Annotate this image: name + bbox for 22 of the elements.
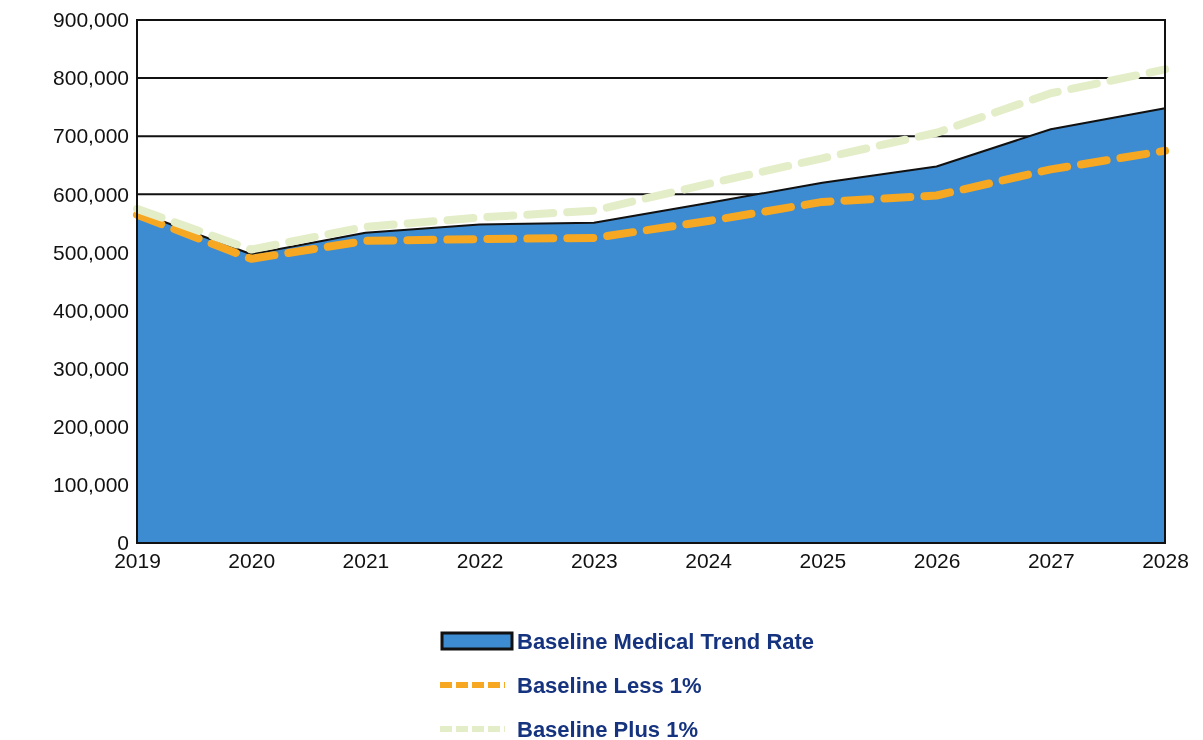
y-tick-label: 600,000 (53, 182, 129, 206)
y-tick-label: 300,000 (53, 356, 129, 380)
y-tick-label: 400,000 (53, 298, 129, 322)
legend-label: Baseline Less 1% (517, 672, 702, 698)
y-tick-label: 700,000 (53, 124, 129, 148)
x-tick-label: 2026 (913, 548, 961, 572)
x-tick-label: 2028 (1142, 548, 1189, 572)
x-tick-label: 2027 (1027, 548, 1075, 572)
x-tick-label: 2020 (228, 548, 276, 572)
y-tick-label: 800,000 (53, 66, 129, 90)
x-tick-label: 2024 (685, 548, 733, 572)
y-tick-label: 100,000 (53, 473, 129, 497)
y-tick-label: 500,000 (53, 240, 129, 264)
legend-label: Baseline Medical Trend Rate (517, 628, 815, 654)
x-tick-label: 2023 (571, 548, 618, 572)
x-tick-label: 2021 (342, 548, 390, 572)
y-tick-label: 900,000 (53, 8, 129, 32)
x-tick-label: 2025 (799, 548, 847, 572)
x-tick-label: 2022 (456, 548, 504, 572)
y-tick-label: 0 (117, 531, 129, 555)
y-tick-label: 200,000 (53, 415, 129, 438)
legend-label: Baseline Plus 1% (517, 716, 698, 740)
